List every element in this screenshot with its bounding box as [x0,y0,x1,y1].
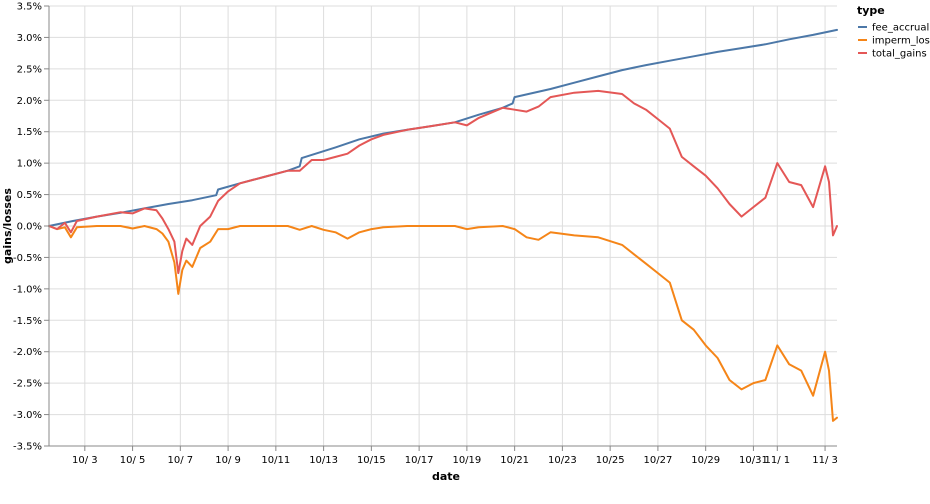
y-tick-label: 0.0% [17,222,42,233]
y-tick-label: 3.5% [17,2,42,13]
x-axis-title: date [432,470,460,483]
y-tick-label: -1.0% [13,284,42,295]
y-tick-label: -0.5% [13,253,42,264]
axis-domain [48,6,837,447]
x-tick-label: 10/19 [452,455,481,466]
series-lines [48,28,838,422]
y-tick-label: -2.0% [13,347,42,358]
legend-label: imperm_loss [872,36,930,47]
legend: type fee_accrual imperm_loss total_gains [857,4,930,60]
x-tick-label: 10/27 [643,455,672,466]
x-tick-label: 11/ 3 [812,455,838,466]
x-tick-label: 10/25 [596,455,625,466]
grid [49,5,837,447]
x-tick-label: 10/13 [309,455,338,466]
series-line-fee_accrual [48,28,838,227]
series-line-imperm_loss [48,225,838,422]
x-tick-label: 10/ 7 [168,455,194,466]
y-tick-label: 1.0% [17,159,42,170]
x-tick-label: 11/ 1 [764,455,790,466]
x-tick-label: 10/11 [261,455,290,466]
legend-title: type [857,4,885,17]
y-tick-label: -3.0% [13,410,42,421]
series-line-total_gains [48,89,838,275]
y-tick-label: 0.5% [17,190,42,201]
y-tick-label: 2.0% [17,96,42,107]
y-tick-label: -2.5% [13,379,42,390]
y-tick-label: -1.5% [13,316,42,327]
x-tick-label: 10/ 3 [72,455,98,466]
x-tick-label: 10/29 [691,455,720,466]
x-tick-label: 10/31 [739,455,768,466]
axes: -3.5% -3.0% -2.5% -2.0% -1.5% -1.0% -0.5% 0.0% 0… [13,2,838,467]
legend-label: fee_accrual [872,23,929,34]
y-tick-label: -3.5% [13,442,42,453]
x-tick-label: 10/ 5 [120,455,146,466]
y-tick-label: 2.5% [17,64,42,75]
y-axis-title: gains/losses [1,188,14,264]
legend-label: total_gains [872,49,927,60]
x-tick-label: 10/ 9 [215,455,241,466]
y-tick-label: 3.0% [17,33,42,44]
legend-items: fee_accrual imperm_loss total_gains [858,23,930,60]
x-tick-label: 10/17 [405,455,434,466]
x-tick-label: 10/21 [500,455,529,466]
x-tick-label: 10/15 [357,455,386,466]
x-tick-label: 10/23 [548,455,577,466]
y-tick-label: 1.5% [17,127,42,138]
